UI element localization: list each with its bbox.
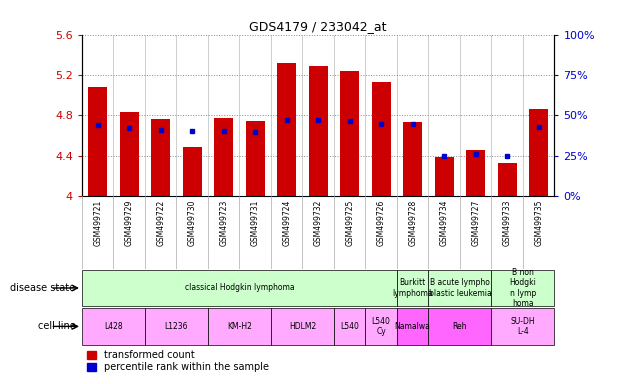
- Text: GSM499723: GSM499723: [219, 200, 228, 246]
- Bar: [151, 119, 170, 196]
- Text: Namalwa: Namalwa: [395, 322, 430, 331]
- FancyBboxPatch shape: [491, 270, 554, 306]
- Text: GSM499721: GSM499721: [93, 200, 102, 246]
- Bar: [277, 63, 296, 196]
- Bar: [120, 112, 139, 196]
- Text: GSM499728: GSM499728: [408, 200, 417, 246]
- FancyBboxPatch shape: [145, 308, 208, 345]
- FancyBboxPatch shape: [491, 308, 554, 345]
- Text: GSM499732: GSM499732: [314, 200, 323, 246]
- FancyBboxPatch shape: [365, 308, 397, 345]
- Text: SU-DH
L-4: SU-DH L-4: [510, 317, 536, 336]
- FancyBboxPatch shape: [334, 308, 365, 345]
- Text: GSM499730: GSM499730: [188, 200, 197, 246]
- Bar: [340, 71, 359, 196]
- Text: GSM499731: GSM499731: [251, 200, 260, 246]
- Text: GSM499727: GSM499727: [471, 200, 480, 246]
- Text: L540: L540: [340, 322, 359, 331]
- Legend: transformed count, percentile rank within the sample: transformed count, percentile rank withi…: [87, 351, 269, 372]
- Text: GSM499726: GSM499726: [377, 200, 386, 246]
- Bar: [214, 118, 233, 196]
- Text: KM-H2: KM-H2: [227, 322, 252, 331]
- Text: B acute lympho
blastic leukemia: B acute lympho blastic leukemia: [428, 278, 491, 298]
- Bar: [403, 122, 422, 196]
- FancyBboxPatch shape: [208, 308, 271, 345]
- Bar: [183, 147, 202, 196]
- FancyBboxPatch shape: [428, 308, 491, 345]
- Text: GSM499735: GSM499735: [534, 200, 543, 246]
- FancyBboxPatch shape: [82, 270, 397, 306]
- Text: classical Hodgkin lymphoma: classical Hodgkin lymphoma: [185, 283, 294, 293]
- Bar: [246, 121, 265, 196]
- Bar: [435, 157, 454, 196]
- Text: B non
Hodgki
n lymp
homa: B non Hodgki n lymp homa: [510, 268, 536, 308]
- Title: GDS4179 / 233042_at: GDS4179 / 233042_at: [249, 20, 387, 33]
- Bar: [372, 82, 391, 196]
- Bar: [309, 66, 328, 196]
- Text: disease state: disease state: [11, 283, 76, 293]
- Text: GSM499722: GSM499722: [156, 200, 165, 246]
- FancyBboxPatch shape: [271, 308, 334, 345]
- Text: GSM499729: GSM499729: [125, 200, 134, 246]
- Text: GSM499733: GSM499733: [503, 200, 512, 246]
- FancyBboxPatch shape: [82, 308, 145, 345]
- Text: cell line: cell line: [38, 321, 76, 331]
- Text: GSM499725: GSM499725: [345, 200, 354, 246]
- Text: GSM499734: GSM499734: [440, 200, 449, 246]
- Bar: [466, 151, 485, 196]
- Bar: [88, 87, 107, 196]
- Bar: [498, 162, 517, 196]
- Text: HDLM2: HDLM2: [289, 322, 316, 331]
- Text: Reh: Reh: [452, 322, 467, 331]
- Text: Burkitt
lymphoma: Burkitt lymphoma: [392, 278, 433, 298]
- Bar: [529, 109, 548, 196]
- Text: L428: L428: [104, 322, 123, 331]
- FancyBboxPatch shape: [397, 270, 428, 306]
- FancyBboxPatch shape: [428, 270, 491, 306]
- Text: L1236: L1236: [164, 322, 188, 331]
- Text: GSM499724: GSM499724: [282, 200, 291, 246]
- FancyBboxPatch shape: [397, 308, 428, 345]
- Text: L540
Cy: L540 Cy: [372, 317, 391, 336]
